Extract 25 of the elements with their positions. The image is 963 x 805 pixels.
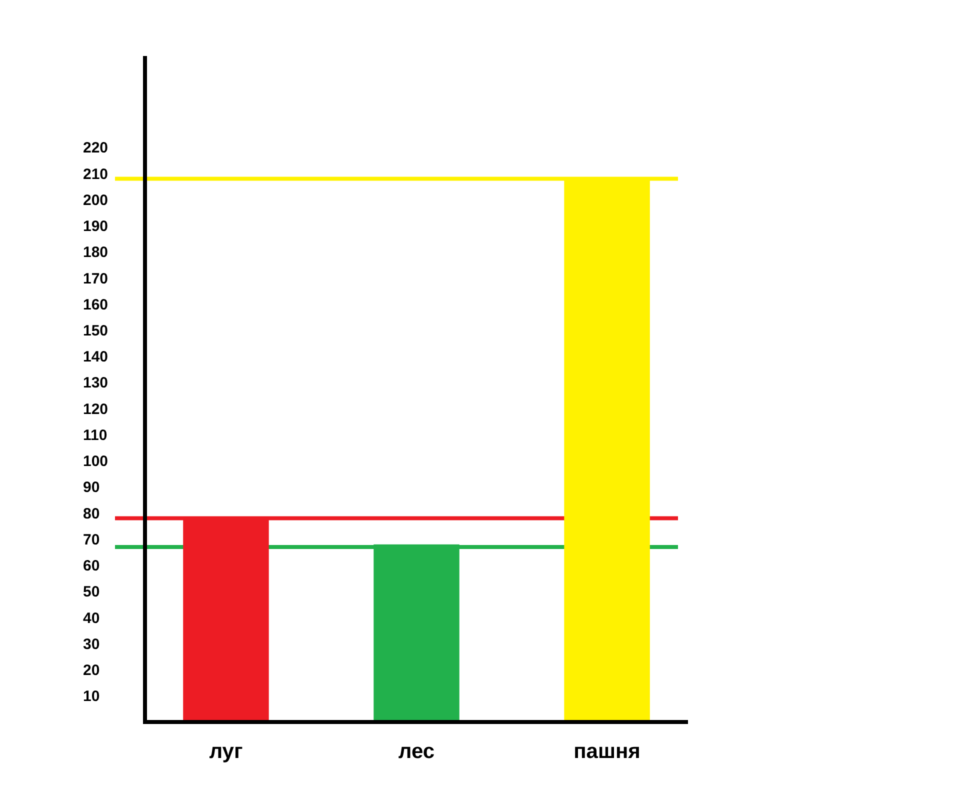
y-tick-label: 220: [83, 140, 108, 157]
y-tick-label: 130: [83, 374, 108, 392]
y-tick-label: 150: [83, 322, 108, 340]
y-tick-label: 190: [83, 218, 108, 236]
y-tick-label: 50: [83, 584, 100, 601]
y-tick-label: 200: [83, 192, 108, 209]
y-tick-label: 110: [83, 426, 108, 444]
y-tick-label: 20: [83, 662, 100, 680]
y-tick-label: 100: [83, 453, 108, 470]
y-tick-label: 210: [83, 166, 108, 183]
y-tick-label: 70: [83, 531, 100, 548]
y-tick-label: 120: [83, 400, 108, 418]
x-tick-label: лес: [398, 740, 435, 763]
y-tick-label: 10: [83, 688, 100, 706]
x-tick-label: пашня: [574, 740, 640, 763]
y-tick-label: 160: [83, 296, 108, 314]
y-tick-label: 140: [83, 348, 108, 366]
y-tick-label: 90: [83, 479, 100, 496]
y-tick-label: 30: [83, 636, 100, 653]
y-tick-label: 40: [83, 610, 100, 627]
y-tick-label: 80: [83, 505, 100, 522]
y-tick-label: 60: [83, 558, 100, 575]
y-tick-label: 170: [83, 270, 108, 288]
x-tick-label: луг: [209, 740, 243, 763]
y-tick-label: 180: [83, 244, 108, 262]
